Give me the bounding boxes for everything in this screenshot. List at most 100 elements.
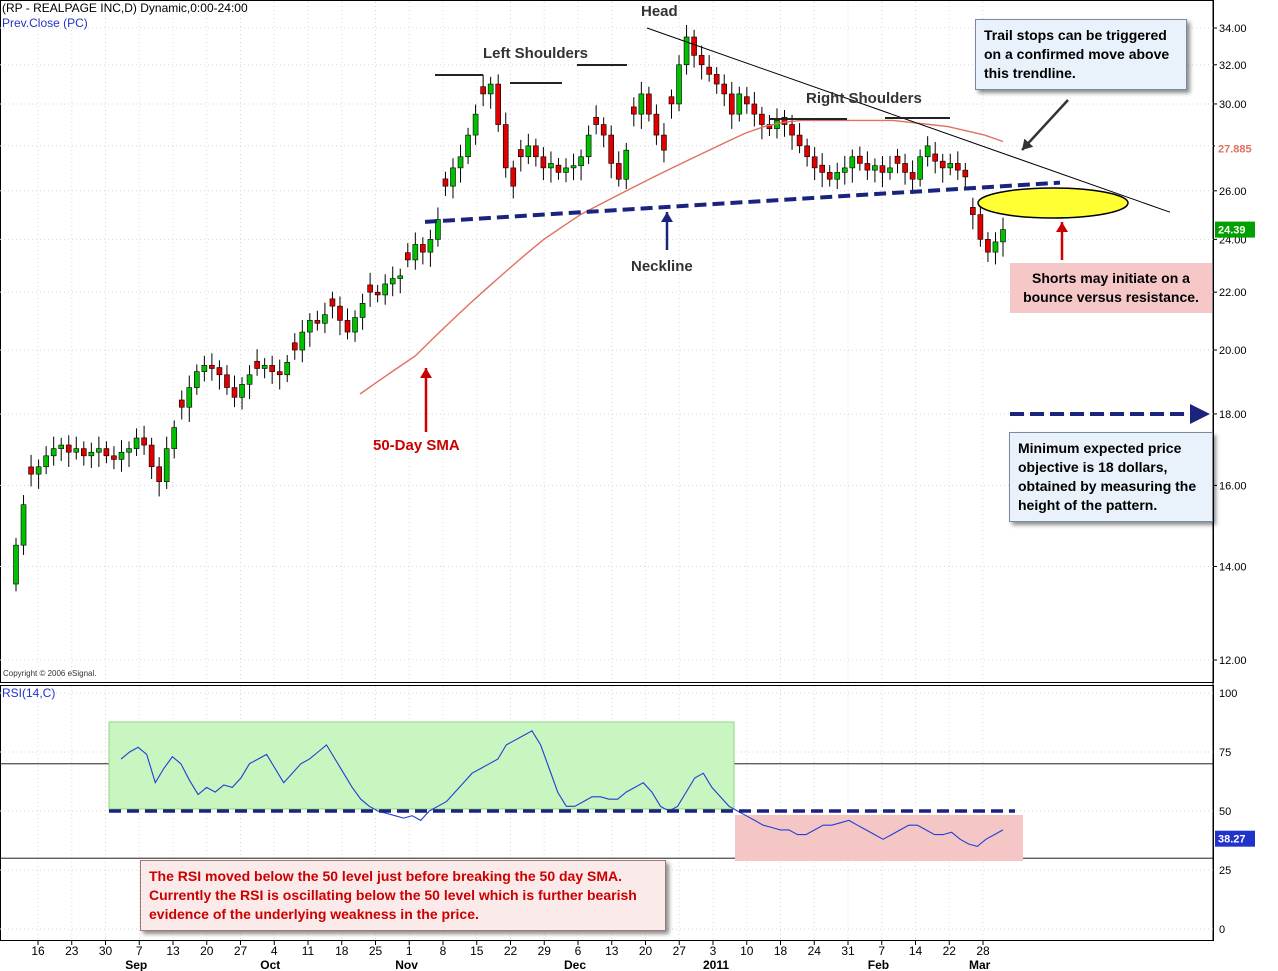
down-candle <box>420 244 426 253</box>
x-tick-label: 8 <box>440 944 447 958</box>
rsi-bearish-zone <box>735 815 1023 861</box>
objective-note: Minimum expected price objective is 18 d… <box>1009 432 1213 522</box>
up-candle <box>186 387 193 408</box>
price-tick-label: 20.00 <box>1219 345 1247 357</box>
x-tick-label: 22 <box>943 944 957 958</box>
up-candle <box>359 303 366 318</box>
last-price-label: 24.39 <box>1218 225 1246 237</box>
up-candle <box>585 134 592 158</box>
rsi-tick-label: 0 <box>1219 924 1225 936</box>
rsi-value-badge <box>1215 830 1255 847</box>
down-candle <box>970 207 976 215</box>
down-candle <box>932 153 938 162</box>
up-candle <box>239 384 245 398</box>
up-candle <box>50 448 57 457</box>
shorts-arrow <box>1056 222 1068 260</box>
up-candle <box>96 448 102 453</box>
up-candle <box>676 64 682 105</box>
down-candle <box>593 116 599 125</box>
rsi-line <box>120 730 1004 848</box>
down-candle <box>864 163 871 171</box>
up-candle <box>683 36 690 66</box>
down-candle <box>314 320 321 324</box>
head-label: Head <box>641 3 678 20</box>
down-candle <box>533 145 539 158</box>
down-candle <box>442 178 449 187</box>
zones-layer <box>108 721 1023 861</box>
down-candle <box>646 93 652 115</box>
down-candle <box>939 160 946 169</box>
sma-arrow <box>420 368 432 432</box>
down-candle <box>224 374 230 388</box>
price-tick-label: 30.00 <box>1219 99 1247 111</box>
down-candle <box>902 163 908 173</box>
down-candle <box>231 387 238 398</box>
x-tick-label: 18 <box>774 944 788 958</box>
up-candle <box>465 134 471 158</box>
x-tick-label: 1 <box>406 944 413 958</box>
up-candle <box>13 544 19 585</box>
up-candle <box>563 167 569 173</box>
up-candle <box>43 455 49 468</box>
right-shoulders-label: Right Shoulders <box>806 90 922 107</box>
down-candle <box>254 360 260 369</box>
up-candle <box>435 219 441 240</box>
x-tick-label: 15 <box>470 944 484 958</box>
month-label: Dec <box>564 958 586 971</box>
down-candle <box>691 36 697 56</box>
down-candle <box>65 444 72 453</box>
down-candle <box>811 156 818 169</box>
arrow-shaft <box>1021 99 1069 151</box>
up-candle <box>548 163 554 169</box>
prev-close-label: Prev.Close (PC) <box>2 16 88 30</box>
down-candle <box>789 124 795 136</box>
up-candle <box>849 156 856 169</box>
neckline <box>424 180 1061 224</box>
up-candle <box>427 239 434 253</box>
up-candle <box>917 156 923 180</box>
up-candle <box>261 365 268 369</box>
down-candle <box>337 305 343 321</box>
down-candle <box>894 155 901 164</box>
price-tick-label: 32.00 <box>1219 60 1247 72</box>
overlay-layer <box>109 27 1210 813</box>
price-tick-label: 12.00 <box>1219 655 1247 667</box>
x-tick-label: 23 <box>65 944 79 958</box>
x-tick-label: 24 <box>808 944 822 958</box>
copyright-text: Copyright © 2006 eSignal. <box>3 669 97 678</box>
rsi-bullish-zone <box>108 721 735 810</box>
x-tick-label: 20 <box>639 944 653 958</box>
down-candle <box>495 83 501 125</box>
down-candle <box>661 134 667 151</box>
rsi-value-label: 38.27 <box>1218 834 1246 846</box>
down-candle <box>111 455 117 460</box>
down-candle <box>668 96 675 105</box>
up-candle <box>246 374 253 385</box>
down-candle <box>759 113 765 125</box>
x-tick-label: 14 <box>909 944 923 958</box>
down-candle <box>81 448 87 457</box>
down-candle <box>103 448 110 457</box>
down-candle <box>857 155 863 164</box>
down-candle <box>819 164 825 173</box>
up-candle <box>322 314 328 324</box>
up-candle <box>992 241 999 253</box>
up-candle <box>397 275 404 279</box>
arrow-head <box>1056 222 1068 232</box>
down-candle <box>985 239 991 253</box>
rsi-tick-label: 25 <box>1219 865 1231 877</box>
arrow-head <box>1022 138 1034 150</box>
up-candle <box>171 427 178 449</box>
down-candle <box>269 365 275 372</box>
price-panel-frame <box>0 0 1214 683</box>
up-candle <box>525 145 532 158</box>
down-candle <box>404 252 411 261</box>
sma-value-badge <box>1215 140 1263 157</box>
price-tick-label: 14.00 <box>1219 561 1247 573</box>
up-candle <box>736 93 743 115</box>
down-candle <box>728 93 735 115</box>
sma-value-label: 27.885 <box>1218 143 1252 155</box>
down-candle <box>367 284 373 293</box>
up-candle <box>623 149 630 180</box>
down-candle <box>796 134 803 147</box>
